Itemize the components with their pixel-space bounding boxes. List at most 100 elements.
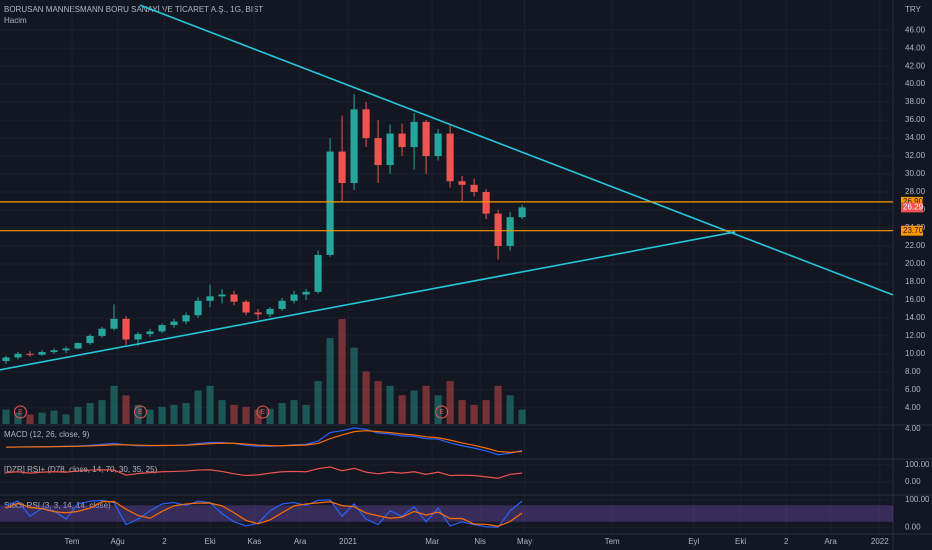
x-tick-label: Eki (735, 537, 746, 546)
volume-bar (62, 414, 70, 424)
candle-body (470, 184, 478, 193)
candle-body (314, 254, 322, 292)
candle-body (446, 133, 454, 182)
candle-body (98, 328, 106, 336)
volume-bar (362, 371, 370, 424)
x-tick-label: 2021 (339, 537, 357, 546)
candle-body (326, 151, 334, 255)
earnings-label: E (138, 409, 143, 416)
y-tick-label: 10.00 (905, 349, 926, 358)
candle-body (2, 357, 10, 362)
indicator-line (5, 500, 523, 527)
volume-label: Hacim (4, 16, 27, 25)
x-tick-label: Kas (248, 537, 262, 546)
volume-bar (290, 400, 298, 424)
y-tick-label: 34.00 (905, 133, 926, 142)
x-tick-label: Eki (204, 537, 215, 546)
price-label-box (901, 225, 923, 236)
candle-body (338, 151, 346, 184)
earnings-marker (435, 405, 449, 419)
candle-body (506, 217, 514, 246)
volume-bar (266, 408, 274, 424)
y-tick-label: 4.00 (905, 424, 921, 433)
x-tick-label: 2022 (871, 537, 889, 546)
x-tick-label: Ağu (111, 537, 125, 546)
x-tick-label: 2 (162, 537, 167, 546)
y-tick-label: 100.00 (905, 495, 930, 504)
volume-bar (146, 409, 154, 424)
y-tick-label: 14.00 (905, 313, 926, 322)
y-tick-label: 0.00 (905, 522, 921, 531)
candle-body (50, 350, 58, 353)
volume-bar (182, 403, 190, 424)
volume-bar (482, 400, 490, 424)
volume-bar (506, 395, 514, 424)
candle-body (302, 291, 310, 295)
x-tick-label: Mar (425, 537, 439, 546)
candle-body (518, 207, 526, 218)
volume-bar (98, 400, 106, 424)
candle-body (398, 133, 406, 148)
y-tick-label: 28.00 (905, 187, 926, 196)
candle-body (218, 294, 226, 297)
volume-bar (14, 412, 22, 424)
price-label-box (901, 196, 923, 207)
candle-body (158, 325, 166, 332)
volume-bar (350, 347, 358, 424)
candle-body (86, 335, 94, 344)
y-tick-label: 36.00 (905, 115, 926, 124)
indicator-line (5, 430, 523, 453)
volume-bar (194, 390, 202, 424)
chart-title: BORUSAN MANNESMANN BORU SANAYİ VE TİCARE… (4, 5, 263, 14)
volume-bar (446, 381, 454, 424)
x-tick-label: Tem (605, 537, 620, 546)
candle-body (110, 318, 118, 329)
candle-body (74, 343, 82, 349)
candle-body (410, 121, 418, 148)
volume-bar (218, 400, 226, 424)
price-label: 23.70 (903, 226, 924, 235)
volume-bar (50, 410, 58, 424)
volume-bar (38, 412, 46, 424)
last-price-box (901, 202, 923, 213)
volume-bar (434, 395, 442, 424)
volume-bar (494, 385, 502, 424)
y-tick-label: 40.00 (905, 79, 926, 88)
volume-bar (278, 403, 286, 424)
y-tick-label: 44.00 (905, 43, 926, 52)
candle-body (122, 318, 130, 340)
volume-bar (170, 404, 178, 424)
candle-body (458, 181, 466, 185)
volume-bar (398, 395, 406, 424)
candle-body (194, 300, 202, 316)
volume-bar (2, 409, 10, 424)
volume-bar (458, 400, 466, 424)
pane-title: MACD (12, 26, close, 9) (4, 430, 90, 439)
volume-bar (338, 319, 346, 424)
volume-bar (26, 414, 34, 424)
candle-body (134, 334, 142, 340)
x-tick-label: Nis (474, 537, 486, 546)
volume-bar (410, 390, 418, 424)
candle-body (182, 315, 190, 322)
candle-body (254, 312, 262, 315)
price-label: 26.90 (903, 197, 924, 206)
volume-bar (326, 338, 334, 424)
band (0, 505, 893, 522)
candle-body (26, 353, 34, 355)
currency: TRY (905, 5, 922, 14)
pane-title: Stoch RSI (3, 3, 14, 14, close) (4, 501, 111, 510)
candle-body (374, 138, 382, 166)
candle-body (62, 348, 70, 351)
volume-bar (74, 406, 82, 424)
volume-bar (302, 404, 310, 424)
earnings-marker (256, 405, 270, 419)
volume-bar (86, 403, 94, 424)
y-tick-label: 32.00 (905, 151, 926, 160)
candle-body (278, 300, 286, 309)
earnings-label: E (439, 409, 444, 416)
trendline (139, 4, 894, 296)
y-tick-label: 38.00 (905, 97, 926, 106)
